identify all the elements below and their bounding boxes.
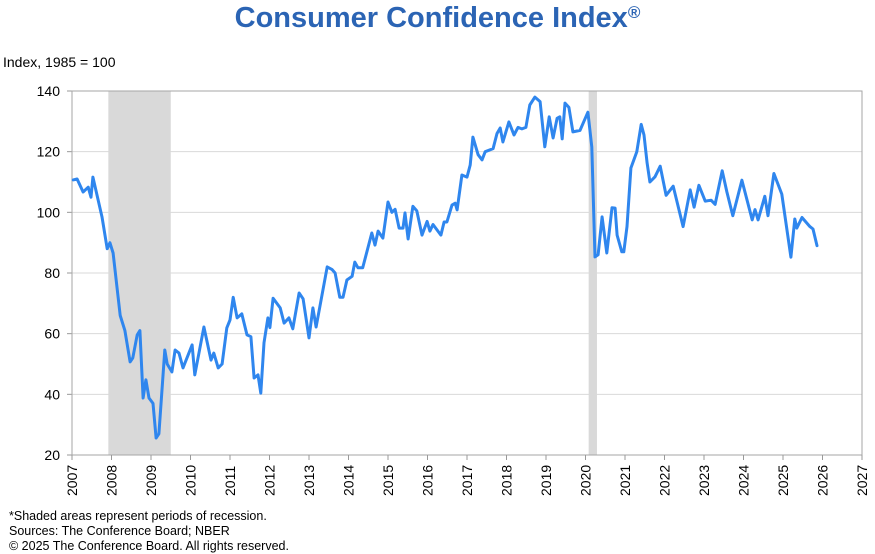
y-tick-label: 140 <box>37 83 61 99</box>
x-tick-label: 2021 <box>617 465 633 496</box>
x-tick-label: 2012 <box>262 465 278 496</box>
x-tick-label: 2017 <box>459 465 475 496</box>
x-tick-label: 2013 <box>301 465 317 496</box>
x-tick-label: 2010 <box>183 465 199 496</box>
x-tick-label: 2007 <box>64 465 80 496</box>
x-tick-label: 2011 <box>222 466 238 496</box>
x-tick-label: 2024 <box>736 465 752 496</box>
y-tick-label: 20 <box>44 447 60 463</box>
footnote-recession: *Shaded areas represent periods of reces… <box>9 509 267 524</box>
footnote-sources: Sources: The Conference Board; NBER <box>9 524 230 539</box>
x-tick-label: 2016 <box>420 465 436 496</box>
x-tick-label: 2027 <box>854 465 870 496</box>
y-tick-label: 80 <box>44 265 60 281</box>
x-tick-label: 2023 <box>696 465 712 496</box>
x-tick-label: 2022 <box>657 465 673 496</box>
footnote-copyright: © 2025 The Conference Board. All rights … <box>9 539 289 554</box>
y-tick-label: 100 <box>37 204 61 220</box>
x-tick-label: 2014 <box>341 465 357 496</box>
x-tick-label: 2025 <box>775 465 791 496</box>
x-tick-label: 2018 <box>499 465 515 496</box>
x-tick-label: 2015 <box>380 465 396 496</box>
x-tick-label: 2009 <box>143 465 159 496</box>
series-line <box>73 97 817 438</box>
x-tick-label: 2019 <box>538 465 554 496</box>
y-tick-label: 40 <box>44 386 60 402</box>
y-tick-label: 120 <box>37 144 61 160</box>
x-tick-label: 2020 <box>578 465 594 496</box>
x-tick-label: 2008 <box>104 465 120 496</box>
y-tick-label: 60 <box>44 326 60 342</box>
x-tick-label: 2026 <box>815 465 831 496</box>
